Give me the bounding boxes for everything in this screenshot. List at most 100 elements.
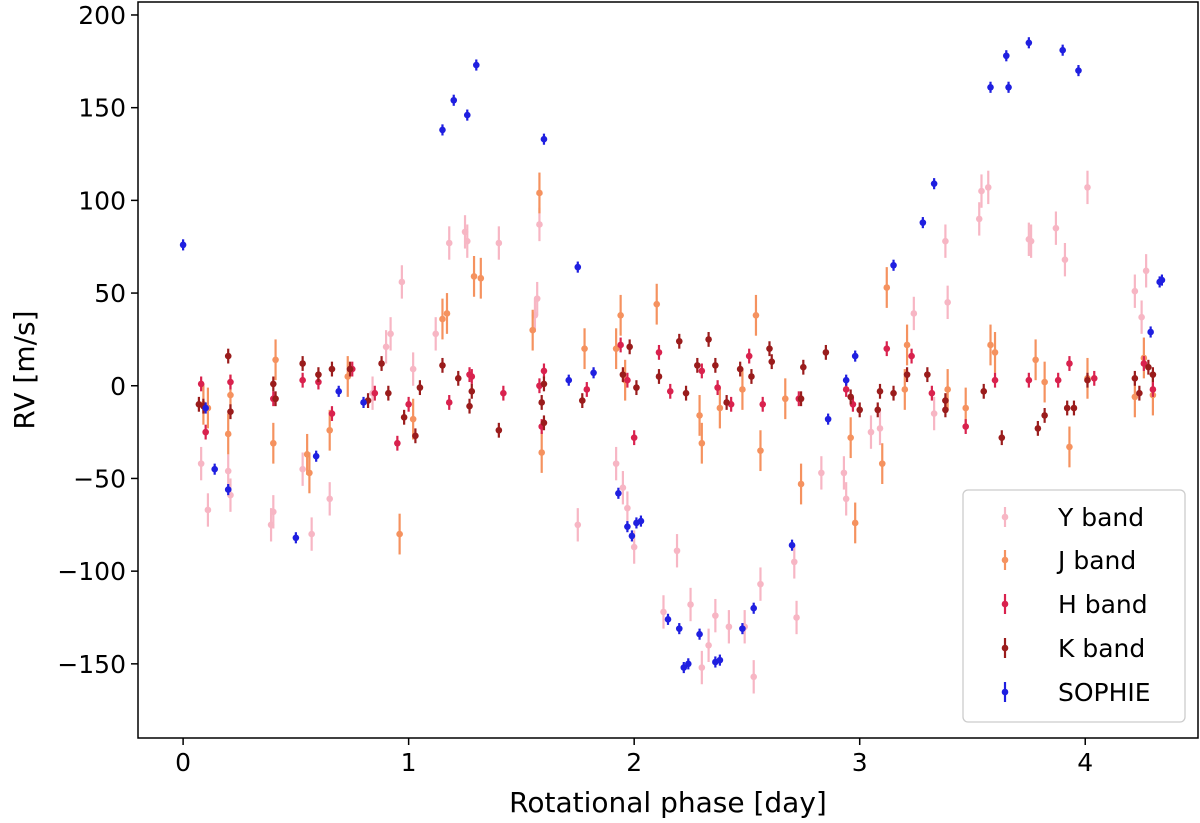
data-point bbox=[270, 439, 277, 447]
data-point bbox=[299, 360, 306, 367]
data-point bbox=[637, 517, 645, 525]
data-point bbox=[360, 399, 367, 406]
data-point bbox=[565, 376, 573, 384]
data-point bbox=[1131, 287, 1139, 295]
data-point bbox=[472, 61, 480, 69]
data-point bbox=[987, 341, 994, 349]
data-point bbox=[270, 380, 277, 388]
legend-label: Y band bbox=[1057, 503, 1144, 532]
data-point bbox=[619, 371, 627, 378]
data-point bbox=[1025, 39, 1033, 47]
data-point bbox=[292, 534, 300, 542]
data-point bbox=[224, 352, 232, 360]
data-point bbox=[382, 343, 390, 351]
data-point bbox=[315, 378, 322, 386]
data-point bbox=[1034, 425, 1042, 432]
data-point bbox=[876, 388, 884, 395]
data-point bbox=[445, 239, 453, 247]
data-point bbox=[615, 489, 622, 497]
data-point bbox=[987, 83, 994, 91]
data-point bbox=[500, 389, 507, 397]
data-point bbox=[578, 397, 586, 404]
y-tick-label: 0 bbox=[110, 372, 126, 401]
data-point bbox=[202, 404, 209, 412]
data-point bbox=[790, 558, 798, 566]
data-point bbox=[739, 625, 746, 632]
data-point bbox=[842, 495, 850, 503]
legend-label: K band bbox=[1058, 634, 1145, 663]
data-point bbox=[1084, 184, 1091, 191]
data-point bbox=[736, 365, 744, 373]
data-point bbox=[998, 434, 1006, 441]
data-point bbox=[757, 447, 764, 454]
data-point bbox=[680, 664, 688, 671]
data-point bbox=[432, 330, 440, 338]
data-point bbox=[396, 530, 403, 538]
data-point bbox=[1147, 328, 1154, 336]
data-point bbox=[903, 341, 911, 349]
data-point bbox=[840, 469, 848, 477]
data-point bbox=[398, 278, 406, 286]
data-point bbox=[409, 415, 417, 423]
data-point bbox=[378, 360, 385, 367]
data-point bbox=[788, 541, 796, 549]
data-point bbox=[1052, 224, 1060, 232]
data-point bbox=[723, 399, 730, 406]
data-point bbox=[371, 389, 379, 397]
data-point bbox=[712, 362, 719, 369]
y-tick-label: 200 bbox=[78, 1, 126, 30]
data-point bbox=[752, 312, 760, 319]
data-point bbox=[705, 642, 712, 649]
data-point bbox=[664, 616, 672, 623]
data-point bbox=[919, 219, 927, 226]
data-point bbox=[655, 373, 663, 380]
data-point bbox=[842, 376, 850, 384]
data-point bbox=[962, 423, 970, 430]
y-tick-label: −100 bbox=[57, 557, 126, 586]
data-point bbox=[684, 660, 692, 668]
data-point bbox=[975, 215, 983, 223]
data-point bbox=[818, 469, 825, 477]
data-point bbox=[698, 439, 706, 447]
y-tick-label: 100 bbox=[78, 186, 126, 215]
axis-ticks: 0 1 2 3 4 −150 −100 −50 0 50 100 150 200 bbox=[57, 1, 1093, 777]
x-tick-label: 3 bbox=[852, 748, 868, 777]
data-point bbox=[1158, 276, 1166, 284]
x-tick-label: 4 bbox=[1077, 748, 1093, 777]
data-point bbox=[750, 673, 758, 681]
data-point bbox=[540, 367, 548, 375]
data-point bbox=[696, 412, 703, 419]
data-point bbox=[308, 530, 315, 538]
data-point bbox=[583, 386, 591, 393]
data-point bbox=[197, 460, 205, 467]
data-point bbox=[1145, 363, 1152, 371]
data-point bbox=[227, 408, 234, 416]
data-point bbox=[533, 295, 541, 302]
data-point bbox=[626, 343, 633, 351]
data-point bbox=[1131, 393, 1139, 401]
data-point bbox=[655, 349, 663, 356]
data-point bbox=[394, 439, 401, 447]
legend-marker bbox=[1001, 644, 1009, 652]
data-point bbox=[633, 384, 640, 391]
data-point bbox=[856, 406, 864, 414]
data-point bbox=[1075, 67, 1082, 74]
data-point bbox=[1131, 375, 1139, 382]
y-tick-label: 150 bbox=[78, 94, 126, 123]
x-tick-label: 1 bbox=[401, 748, 417, 777]
data-point bbox=[901, 386, 909, 393]
data-point bbox=[739, 386, 746, 393]
data-point bbox=[630, 434, 638, 441]
data-point bbox=[714, 384, 721, 391]
data-point bbox=[326, 426, 334, 434]
data-point bbox=[745, 352, 753, 360]
data-point bbox=[495, 426, 503, 434]
data-point bbox=[716, 656, 724, 664]
data-point bbox=[928, 389, 936, 397]
data-point bbox=[942, 406, 949, 414]
data-point bbox=[439, 315, 446, 323]
data-point bbox=[725, 623, 733, 631]
data-point bbox=[1002, 52, 1010, 60]
data-point bbox=[529, 326, 536, 334]
